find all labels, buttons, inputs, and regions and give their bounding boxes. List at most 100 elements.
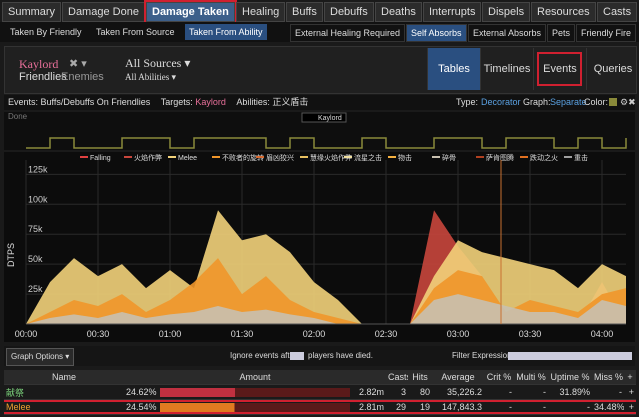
info-label: Color: bbox=[584, 95, 608, 110]
amount-bar bbox=[160, 403, 350, 412]
tab[interactable]: Dispels bbox=[482, 2, 530, 22]
ability-table: NameAmountCastsHitsAverageCrit %Multi %U… bbox=[4, 370, 636, 415]
ability-name: Melee bbox=[4, 400, 124, 415]
cell-more[interactable]: + bbox=[624, 385, 636, 400]
x-tick-label: 00:30 bbox=[87, 329, 110, 339]
legend-label: 火焰作弊 bbox=[134, 153, 162, 162]
info-label: Events: bbox=[8, 97, 38, 107]
tab[interactable]: Damage Taken bbox=[146, 2, 235, 22]
column-header[interactable]: Hits bbox=[408, 370, 432, 385]
tab[interactable]: Deaths bbox=[375, 2, 422, 22]
column-header[interactable]: + bbox=[624, 370, 636, 385]
y-tick-label: 75k bbox=[28, 224, 43, 234]
subtab[interactable]: Pets bbox=[547, 24, 575, 42]
cell-hits: 80 bbox=[408, 385, 432, 400]
scope-friendlies[interactable]: Friendlies bbox=[19, 71, 67, 83]
ignore-input[interactable] bbox=[290, 352, 304, 360]
graph-options-button[interactable]: Graph Options bbox=[6, 348, 74, 366]
view-button[interactable]: Events bbox=[533, 48, 586, 90]
cell-multi: - bbox=[514, 385, 548, 400]
column-header[interactable]: Uptime % bbox=[548, 370, 592, 385]
column-header[interactable]: Multi % bbox=[514, 370, 548, 385]
cell-crit: - bbox=[484, 400, 514, 415]
tab[interactable]: Resources bbox=[531, 2, 596, 22]
x-tick-label: 00:00 bbox=[15, 329, 38, 339]
cell-more[interactable]: + bbox=[624, 400, 636, 415]
legend-label: Melee bbox=[178, 155, 197, 162]
cell-miss: 34.48% bbox=[592, 400, 624, 415]
x-tick-label: 03:00 bbox=[447, 329, 470, 339]
scope-enemies[interactable]: Enemies bbox=[61, 71, 104, 83]
legend-label: Falling bbox=[90, 155, 111, 162]
info-label: Type: bbox=[456, 95, 478, 110]
subtab[interactable]: Taken By Friendly bbox=[6, 24, 86, 40]
subtab[interactable]: External Healing Required bbox=[290, 24, 405, 42]
options-bar: Graph Options Ignore events after player… bbox=[4, 346, 635, 366]
tab[interactable]: Interrupts bbox=[423, 2, 481, 22]
info-value[interactable]: Decorator bbox=[481, 95, 521, 110]
amount-percent: 24.62% bbox=[124, 385, 158, 400]
subtab[interactable]: External Absorbs bbox=[468, 24, 546, 42]
column-header[interactable]: Miss % bbox=[592, 370, 624, 385]
settings-icons[interactable]: ⚙✖ bbox=[620, 95, 636, 110]
target[interactable]: Kaylord bbox=[19, 57, 58, 72]
cell-uptime: - bbox=[548, 400, 592, 415]
y-tick-label: 25k bbox=[28, 284, 43, 294]
buff-legend: Kaylord bbox=[318, 115, 342, 122]
tab[interactable]: Buffs bbox=[286, 2, 323, 22]
subtab[interactable]: Friendly Fire bbox=[576, 24, 636, 42]
cell-amount: 2.82m bbox=[352, 385, 386, 400]
subtab[interactable]: Self Absorbs bbox=[406, 24, 467, 42]
column-header[interactable]: Amount bbox=[124, 370, 386, 385]
subtab[interactable]: Taken From Ability bbox=[185, 24, 267, 40]
info-value[interactable]: Separate bbox=[550, 95, 587, 110]
amount-bar-cell bbox=[158, 400, 352, 415]
sources[interactable]: All Sources bbox=[125, 56, 190, 71]
y-tick-label: 50k bbox=[28, 254, 43, 264]
graphs: Done Kaylord DTPS 25k50k75k100k125k00:00… bbox=[0, 110, 639, 344]
legend-label: 眉凶狡兴 bbox=[266, 153, 294, 162]
y-tick-label: 100k bbox=[28, 194, 48, 204]
ability-name: 献祭 bbox=[4, 385, 124, 400]
info-bar: Events: Buffs/Debuffs On Friendlies Targ… bbox=[4, 95, 635, 110]
table-row[interactable]: Melee24.54%2.81m2919147,843.3---34.48%+ bbox=[4, 400, 636, 415]
legend-label: 物击 bbox=[398, 153, 412, 162]
view-button[interactable]: Timelines bbox=[480, 48, 533, 90]
abilities[interactable]: All Abilities bbox=[125, 72, 176, 83]
table-row[interactable]: 献祭24.62%2.82m38035,226.2--31.89%-+ bbox=[4, 385, 636, 400]
x-tick-label: 04:00 bbox=[591, 329, 614, 339]
cell-casts: 29 bbox=[386, 400, 408, 415]
cell-average: 147,843.3 bbox=[432, 400, 484, 415]
y-tick-label: 125k bbox=[28, 164, 48, 174]
x-tick-label: 01:00 bbox=[159, 329, 182, 339]
amount-percent: 24.54% bbox=[124, 400, 158, 415]
tab[interactable]: Healing bbox=[236, 2, 285, 22]
column-header[interactable]: Name bbox=[4, 370, 124, 385]
tab[interactable]: Summary bbox=[2, 2, 61, 22]
color-swatch[interactable] bbox=[609, 98, 617, 106]
remove-target[interactable]: ✖ bbox=[69, 57, 87, 70]
tab[interactable]: Debuffs bbox=[324, 2, 374, 22]
buff-graph-label: Done bbox=[8, 112, 28, 121]
ignore-label: Ignore events after bbox=[230, 346, 297, 366]
view-button[interactable]: Tables bbox=[427, 48, 480, 90]
filter-input[interactable] bbox=[508, 352, 632, 360]
view-button[interactable]: Queries bbox=[586, 48, 639, 90]
column-header[interactable]: Crit % bbox=[484, 370, 514, 385]
legend-label: 重击 bbox=[574, 153, 588, 162]
column-header[interactable]: Casts bbox=[386, 370, 408, 385]
cell-amount: 2.81m bbox=[352, 400, 386, 415]
legend-label: 萨肯图腾 bbox=[486, 153, 514, 162]
tab[interactable]: Damage Done bbox=[62, 2, 145, 22]
cell-average: 35,226.2 bbox=[432, 385, 484, 400]
info-label: Targets: bbox=[161, 97, 193, 107]
x-tick-label: 01:30 bbox=[231, 329, 254, 339]
x-tick-label: 02:30 bbox=[375, 329, 398, 339]
info-value: Kaylord bbox=[195, 97, 226, 107]
cell-miss: - bbox=[592, 385, 624, 400]
tab[interactable]: Casts bbox=[597, 2, 637, 22]
amount-bar bbox=[160, 388, 350, 397]
column-header[interactable]: Average bbox=[432, 370, 484, 385]
subtab[interactable]: Taken From Source bbox=[92, 24, 179, 40]
